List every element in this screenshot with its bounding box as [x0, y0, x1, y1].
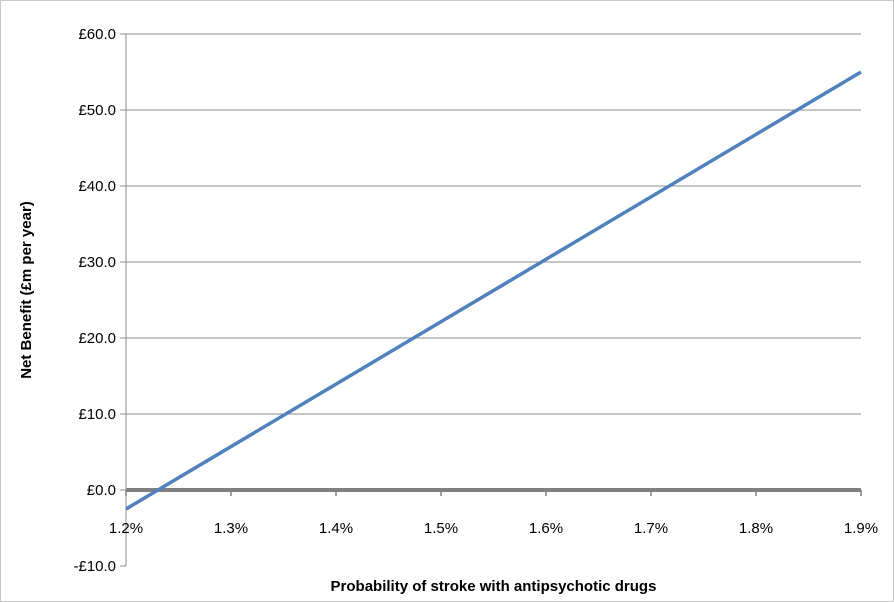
x-tick-label: 1.6% — [529, 520, 563, 537]
x-tick-label: 1.9% — [844, 520, 878, 537]
y-tick-label: -£10.0 — [73, 558, 116, 575]
series-layer — [125, 70, 862, 511]
y-tick-label: £10.0 — [78, 406, 116, 423]
y-tick-label: £20.0 — [78, 330, 116, 347]
y-axis-title: Net Benefit (£m per year) — [18, 201, 35, 379]
y-tick-label: £60.0 — [78, 26, 116, 43]
gridlines — [125, 33, 861, 566]
y-tick-label: £30.0 — [78, 254, 116, 271]
y-tick-label: £0.0 — [87, 482, 116, 499]
y-axis-ticks: £60.0 £50.0 £40.0 £30.0 £20.0 £10.0 £0.0 -£10.0 — [73, 26, 126, 575]
x-tick-label: 1.3% — [214, 520, 248, 537]
x-tick-label: 1.5% — [424, 520, 458, 537]
x-tick-label: 1.4% — [319, 520, 353, 537]
x-tick-label: 1.2% — [109, 520, 143, 537]
x-tick-label: 1.7% — [634, 520, 668, 537]
y-tick-label: £50.0 — [78, 102, 116, 119]
x-axis-ticks: 1.2% 1.3% 1.4% 1.5% 1.6% 1.7% 1.8% 1.9% — [109, 490, 878, 537]
y-tick-label: £40.0 — [78, 178, 116, 195]
x-tick-label: 1.8% — [739, 520, 773, 537]
x-axis-title: Probability of stroke with antipsychotic… — [331, 578, 657, 595]
series-line — [125, 70, 862, 511]
